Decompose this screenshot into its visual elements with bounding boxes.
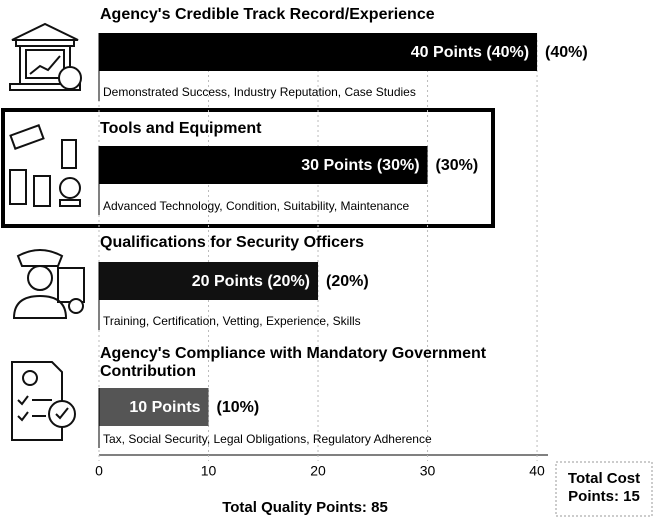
category-title: Agency's Credible Track Record/Experienc… xyxy=(100,6,540,24)
x-axis-label: Total Quality Points: 85 xyxy=(222,499,388,516)
x-tick-label: 30 xyxy=(420,463,436,479)
annotation: Total Cost Points: 15 xyxy=(558,470,650,506)
x-tick-label: 10 xyxy=(201,463,217,479)
category-description: Demonstrated Success, Industry Reputatio… xyxy=(103,85,416,99)
icon-officer xyxy=(14,250,84,318)
value-label: 10 Points xyxy=(129,399,200,416)
chart: 0 10 20 30 40 Total Quality Points: 85 Total C… xyxy=(0,0,658,524)
category-title: Tools and Equipment xyxy=(100,120,540,138)
percent-label: (10%) xyxy=(217,399,260,416)
x-tick-label: 40 xyxy=(529,463,545,479)
category-title: Qualifications for Security Officers xyxy=(100,234,540,252)
x-tick-label: 20 xyxy=(310,463,326,479)
percent-label: (40%) xyxy=(545,44,588,61)
category-description: Advanced Technology, Condition, Suitabil… xyxy=(103,199,410,213)
category-title: Agency's Compliance with Mandatory Gover… xyxy=(100,345,540,381)
category-description: Training, Certification, Vetting, Experi… xyxy=(103,314,361,328)
x-tick-label: 0 xyxy=(95,463,103,479)
percent-label: (30%) xyxy=(436,157,479,174)
icon-compliance xyxy=(12,362,75,440)
value-label: 20 Points (20%) xyxy=(192,273,310,290)
icon-track-record xyxy=(10,24,81,90)
value-label: 40 Points (40%) xyxy=(411,44,529,61)
value-label: 30 Points (30%) xyxy=(301,157,419,174)
category-description: Tax, Social Security, Legal Obligations,… xyxy=(103,432,432,446)
percent-label: (20%) xyxy=(326,273,369,290)
icon-tools xyxy=(10,125,80,206)
annotation-box: Total Cost Points: 15 xyxy=(558,470,650,514)
category-title-box: Agency's Compliance with Mandatory Gover… xyxy=(100,345,540,389)
